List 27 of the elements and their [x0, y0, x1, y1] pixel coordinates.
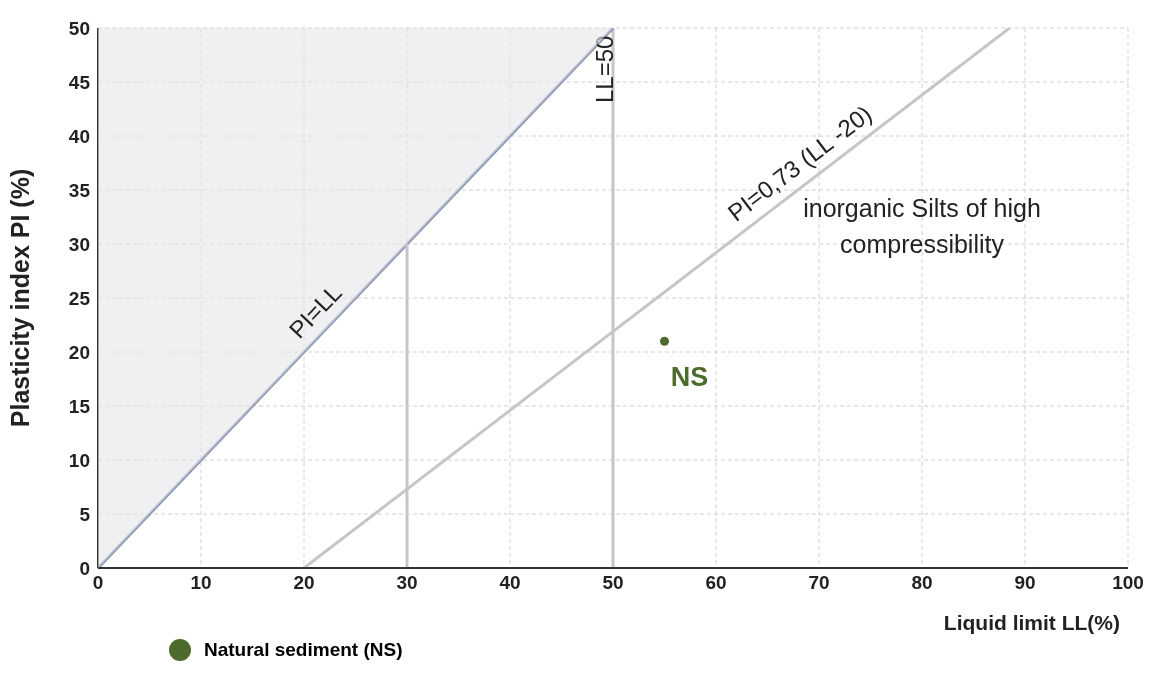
- x-tick-label: 60: [705, 572, 727, 594]
- ref-line-label: LL=50: [591, 35, 619, 103]
- x-tick-label: 90: [1014, 572, 1036, 594]
- x-tick-label: 100: [1112, 572, 1144, 594]
- x-tick-label: 40: [499, 572, 521, 594]
- y-tick-label: 45: [68, 71, 91, 93]
- x-tick-label: 10: [190, 572, 212, 594]
- y-tick-label: 50: [68, 17, 90, 39]
- x-axis-title: Liquid limit LL(%): [943, 611, 1120, 634]
- y-tick-label: 30: [68, 233, 90, 255]
- y-tick-label: 0: [79, 557, 90, 579]
- y-tick-label: 35: [68, 179, 91, 201]
- y-tick-label: 15: [68, 395, 91, 417]
- annotation: inorganic Silts of high compressibility: [802, 193, 1042, 260]
- y-tick-label: 10: [68, 449, 90, 471]
- x-tick-label: 50: [602, 572, 624, 594]
- y-axis-title: Plasticity index PI (%): [5, 168, 34, 428]
- legend-label: Natural sediment (NS): [204, 639, 403, 661]
- x-tick-label: 80: [911, 572, 933, 594]
- x-tick-label: 20: [293, 572, 315, 594]
- y-tick-label: 25: [68, 287, 91, 309]
- y-tick-label: 40: [68, 125, 90, 147]
- x-tick-label: 30: [396, 572, 418, 594]
- y-tick-label: 5: [79, 503, 91, 525]
- y-tick-label: 20: [68, 341, 90, 363]
- annotation: NS: [670, 362, 709, 393]
- x-tick-label: 70: [808, 572, 830, 594]
